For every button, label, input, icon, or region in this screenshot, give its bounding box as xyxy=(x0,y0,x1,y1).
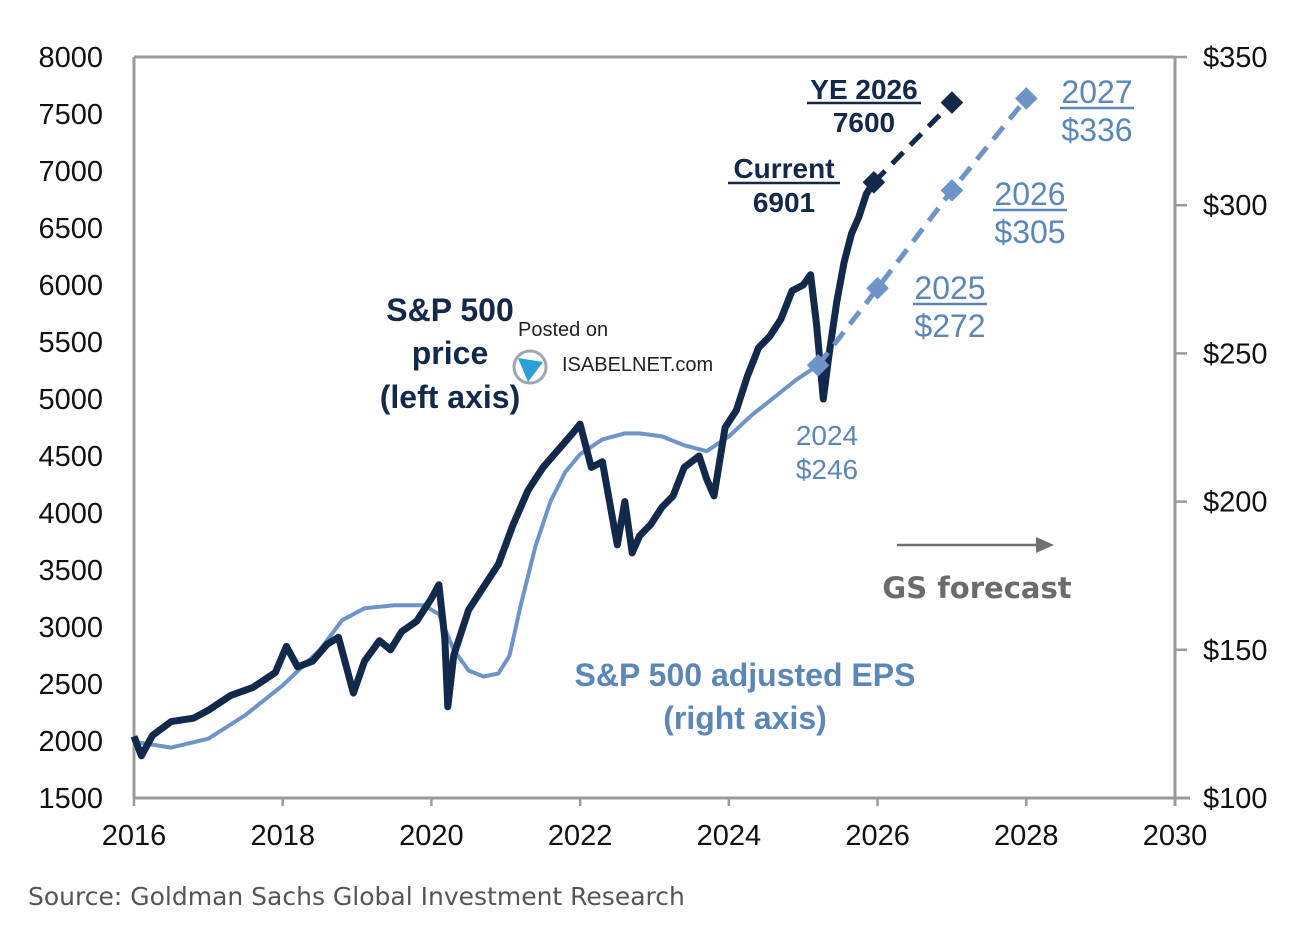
annotation-eps-2025: 2025 $272 xyxy=(913,270,987,344)
x-tick-label: 2020 xyxy=(399,820,464,852)
eps-series-label: S&P 500 adjusted EPS (right axis) xyxy=(575,657,916,736)
right-tick-label: $350 xyxy=(1203,42,1268,74)
right-tick-label: $200 xyxy=(1203,487,1268,519)
eps-label-line1: S&P 500 adjusted EPS xyxy=(575,657,916,693)
left-tick-label: 8000 xyxy=(38,42,103,74)
x-tick-label: 2024 xyxy=(697,820,762,852)
right-tick-label: $300 xyxy=(1203,190,1268,222)
price-forecast-line xyxy=(872,100,954,185)
left-tick-label: 3500 xyxy=(38,555,103,587)
forecast-arrow-icon xyxy=(1036,537,1054,553)
left-axis-ticks: 8000 7500 7000 6500 6000 5500 5000 4500 4000 3500… xyxy=(38,42,103,815)
plot-frame xyxy=(132,55,1190,806)
right-tick-label: $100 xyxy=(1203,783,1268,815)
x-tick-label: 2016 xyxy=(102,820,167,852)
price-label-line3: (left axis) xyxy=(380,379,520,415)
price-label-line1: S&P 500 xyxy=(386,292,514,328)
globe-logo-icon xyxy=(512,349,548,385)
annotation-eps-2026: 2026 $305 xyxy=(993,176,1067,250)
forecast-label: GS forecast xyxy=(882,571,1071,605)
right-axis-ticks: $350 $300 $250 $200 $150 $100 xyxy=(1175,42,1268,815)
eps2024-label: 2024 xyxy=(796,420,858,451)
x-tick-label: 2028 xyxy=(994,820,1059,852)
left-tick-label: 2000 xyxy=(38,726,103,758)
eps-forecast-marker xyxy=(866,276,889,300)
x-tick-label: 2026 xyxy=(845,820,910,852)
eps2024-value: $246 xyxy=(796,454,858,485)
x-axis-ticks: 2016 2018 2020 2022 2024 2026 2028 2030 xyxy=(102,798,1208,852)
ye2026-value: 7600 xyxy=(833,107,895,138)
annotation-current: Current 6901 xyxy=(728,153,840,218)
left-tick-label: 7500 xyxy=(38,99,103,131)
price-series-label: S&P 500 price (left axis) xyxy=(380,292,520,415)
left-tick-label: 6000 xyxy=(38,270,103,302)
x-tick-label: 2022 xyxy=(548,820,613,852)
right-tick-label: $250 xyxy=(1203,338,1268,370)
left-tick-label: 2500 xyxy=(38,669,103,701)
x-tick-label: 2018 xyxy=(250,820,315,852)
eps-forecast-line xyxy=(816,96,1029,367)
left-tick-label: 4000 xyxy=(38,498,103,530)
annotation-eps-2024: 2024 $246 xyxy=(796,420,858,485)
eps-forecast-marker xyxy=(806,353,830,377)
eps2027-label: 2027 xyxy=(1061,74,1132,110)
price-label-line2: price xyxy=(412,335,488,371)
watermark-line1: Posted on xyxy=(518,319,608,341)
eps2026-label: 2026 xyxy=(994,176,1065,212)
right-tick-label: $150 xyxy=(1203,635,1268,667)
left-tick-label: 7000 xyxy=(38,156,103,188)
annotation-eps-2027: 2027 $336 xyxy=(1060,74,1134,148)
x-tick-label: 2030 xyxy=(1143,820,1208,852)
eps-label-line2: (right axis) xyxy=(663,700,827,736)
forecast-indicator: GS forecast xyxy=(882,537,1072,605)
watermark: Posted on ISABELNET.com xyxy=(512,319,713,385)
annotation-ye2026: YE 2026 7600 xyxy=(807,74,921,138)
eps2025-label: 2025 xyxy=(914,270,985,306)
watermark-line2: ISABELNET.com xyxy=(562,354,713,376)
series-layer xyxy=(130,87,1038,760)
left-tick-label: 6500 xyxy=(38,213,103,245)
source-note: Source: Goldman Sachs Global Investment … xyxy=(28,882,685,911)
left-tick-label: 5000 xyxy=(38,384,103,416)
price-series-line xyxy=(130,180,877,760)
left-tick-label: 1500 xyxy=(38,783,103,815)
eps2026-value: $305 xyxy=(994,214,1065,250)
left-tick-label: 5500 xyxy=(38,327,103,359)
eps2027-value: $336 xyxy=(1061,112,1132,148)
price-forecast-marker xyxy=(940,91,964,114)
current-value: 6901 xyxy=(753,187,815,218)
left-tick-label: 4500 xyxy=(38,441,103,473)
left-tick-label: 3000 xyxy=(38,612,103,644)
current-label: Current xyxy=(733,153,834,184)
eps2025-value: $272 xyxy=(914,308,985,344)
ye2026-label: YE 2026 xyxy=(810,74,917,105)
